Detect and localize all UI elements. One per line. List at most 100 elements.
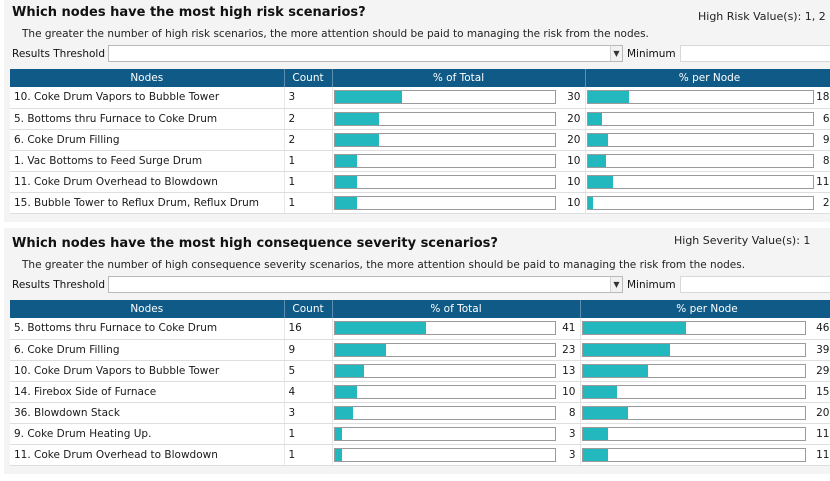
percent-per-node-cell: 18 <box>585 87 830 109</box>
table-row[interactable]: 6. Coke Drum Filling 2 20 9 <box>10 129 830 151</box>
high-risk-table: Nodes Count % of Total % per Node 10. Co… <box>10 69 830 214</box>
percent-per-node-bar <box>582 364 648 377</box>
percent-per-node-bar-track <box>581 426 806 441</box>
percent-per-node-value: 15 <box>816 385 830 398</box>
column-header-percent-total[interactable]: % of Total <box>332 300 581 318</box>
column-header-percent-per-node[interactable]: % per Node <box>585 69 830 87</box>
node-name-cell: 6. Coke Drum Filling <box>10 339 285 361</box>
node-name-cell: 5. Bottoms thru Furnace to Coke Drum <box>10 318 285 340</box>
high-risk-panel: Which nodes have the most high risk scen… <box>4 0 830 222</box>
percent-per-node-cell: 8 <box>585 150 830 172</box>
percent-total-cell: 20 <box>332 108 586 130</box>
percent-per-node-value: 29 <box>816 364 830 377</box>
percent-per-node-value: 9 <box>822 133 830 146</box>
results-threshold-input[interactable] <box>108 276 620 293</box>
count-cell: 1 <box>284 171 333 193</box>
results-threshold-input[interactable] <box>108 45 620 62</box>
percent-total-value: 20 <box>567 112 581 125</box>
percent-per-node-bar-track <box>581 363 806 378</box>
percent-total-bar <box>334 322 426 334</box>
percent-per-node-cell: 11 <box>580 423 830 445</box>
column-header-nodes[interactable]: Nodes <box>10 69 285 87</box>
percent-per-node-value: 20 <box>816 406 830 419</box>
percent-per-node-value: 11 <box>816 448 830 461</box>
percent-total-bar-track <box>333 111 556 126</box>
percent-total-value: 30 <box>567 91 581 103</box>
column-header-count[interactable]: Count <box>284 300 333 318</box>
table-row[interactable]: 14. Firebox Side of Furnace 4 10 15 <box>10 381 830 403</box>
node-name-cell: 6. Coke Drum Filling <box>10 129 285 151</box>
table-row[interactable]: 5. Bottoms thru Furnace to Coke Drum 2 20 6 <box>10 108 830 130</box>
percent-per-node-value: 39 <box>816 343 830 356</box>
percent-per-node-bar-track <box>586 132 814 147</box>
percent-total-bar-track <box>333 447 556 462</box>
node-name-cell: 15. Bubble Tower to Reflux Drum, Reflux … <box>10 192 285 214</box>
percent-total-value: 3 <box>568 448 576 461</box>
table-row[interactable]: 6. Coke Drum Filling 9 23 39 <box>10 339 830 361</box>
percent-per-node-cell: 6 <box>585 108 830 130</box>
percent-total-value: 20 <box>567 133 581 146</box>
percent-per-node-bar <box>587 133 608 146</box>
table-header-row: Nodes Count % of Total % per Node <box>10 300 830 318</box>
table-row[interactable]: 5. Bottoms thru Furnace to Coke Drum 16 41… <box>10 318 830 340</box>
column-header-nodes[interactable]: Nodes <box>10 300 285 318</box>
percent-total-bar-track <box>333 174 556 189</box>
percent-total-bar <box>334 91 402 103</box>
percent-total-bar <box>334 448 342 461</box>
percent-per-node-bar <box>582 427 608 440</box>
percent-per-node-bar-track <box>581 321 806 335</box>
table-row[interactable]: 15. Bubble Tower to Reflux Drum, Reflux … <box>10 192 830 214</box>
count-cell: 9 <box>284 339 333 361</box>
high-risk-value-label: High Risk Value(s): 1, 2 <box>698 10 826 23</box>
percent-per-node-cell: 11 <box>580 444 830 466</box>
high-severity-panel: Which nodes have the most high consequen… <box>4 228 830 474</box>
table-row[interactable]: 11. Coke Drum Overhead to Blowdown 1 3 11 <box>10 444 830 466</box>
percent-per-node-bar <box>587 91 629 103</box>
minimum-label: Minimum <box>627 279 676 291</box>
percent-per-node-value: 8 <box>822 154 830 167</box>
column-header-percent-total[interactable]: % of Total <box>332 69 586 87</box>
percent-total-bar <box>334 112 379 125</box>
percent-total-value: 3 <box>568 427 576 440</box>
percent-per-node-bar-track <box>586 195 814 210</box>
percent-total-bar-track <box>333 405 556 420</box>
percent-per-node-bar-track <box>581 384 806 399</box>
percent-total-cell: 8 <box>332 402 581 424</box>
chevron-down-icon[interactable]: ▼ <box>610 276 623 293</box>
percent-total-bar <box>334 175 357 188</box>
percent-per-node-bar <box>582 406 628 419</box>
percent-total-bar <box>334 196 357 209</box>
percent-total-bar <box>334 385 357 398</box>
percent-total-bar-track <box>333 426 556 441</box>
percent-total-bar-track <box>333 90 556 104</box>
node-name-cell: 5. Bottoms thru Furnace to Coke Drum <box>10 108 285 130</box>
table-row[interactable]: 10. Coke Drum Vapors to Bubble Tower 5 13 2… <box>10 360 830 382</box>
results-threshold-label: Results Threshold <box>12 48 105 60</box>
percent-total-cell: 10 <box>332 150 586 172</box>
percent-total-value: 10 <box>567 175 581 188</box>
percent-total-cell: 20 <box>332 129 586 151</box>
node-name-cell: 1. Vac Bottoms to Feed Surge Drum <box>10 150 285 172</box>
table-row[interactable]: 36. Blowdown Stack 3 8 20 <box>10 402 830 424</box>
percent-total-bar <box>334 427 342 440</box>
minimum-input[interactable] <box>680 276 830 293</box>
table-row[interactable]: 9. Coke Drum Heating Up. 1 3 11 <box>10 423 830 445</box>
percent-total-bar <box>334 154 357 167</box>
count-cell: 2 <box>284 108 333 130</box>
percent-per-node-bar-track <box>586 153 814 168</box>
results-threshold-label: Results Threshold <box>12 279 105 291</box>
percent-per-node-cell: 46 <box>580 318 830 340</box>
percent-total-bar-track <box>333 384 556 399</box>
percent-total-bar-track <box>333 132 556 147</box>
percent-total-cell: 10 <box>332 192 586 214</box>
percent-per-node-bar-track <box>586 111 814 126</box>
column-header-percent-per-node[interactable]: % per Node <box>580 300 830 318</box>
table-row[interactable]: 10. Coke Drum Vapors to Bubble Tower 3 30 1… <box>10 87 830 109</box>
table-row[interactable]: 1. Vac Bottoms to Feed Surge Drum 1 10 8 <box>10 150 830 172</box>
column-header-count[interactable]: Count <box>284 69 333 87</box>
minimum-input[interactable] <box>680 45 830 62</box>
percent-per-node-bar <box>587 196 593 209</box>
chevron-down-icon[interactable]: ▼ <box>610 45 623 62</box>
table-row[interactable]: 11. Coke Drum Overhead to Blowdown 1 10 11 <box>10 171 830 193</box>
count-cell: 3 <box>284 87 333 109</box>
